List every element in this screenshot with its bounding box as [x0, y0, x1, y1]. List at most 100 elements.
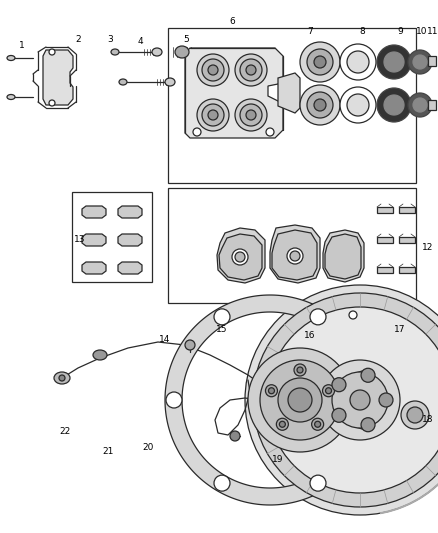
Text: 2: 2 — [75, 36, 81, 44]
Ellipse shape — [119, 79, 127, 85]
Circle shape — [279, 421, 286, 427]
Polygon shape — [217, 228, 265, 283]
Circle shape — [413, 55, 427, 69]
Circle shape — [49, 49, 55, 55]
Circle shape — [350, 390, 370, 410]
Circle shape — [384, 95, 404, 115]
Circle shape — [287, 248, 303, 264]
Circle shape — [332, 408, 346, 422]
Circle shape — [288, 388, 312, 412]
Circle shape — [300, 85, 340, 125]
Bar — [399, 267, 415, 273]
Text: 13: 13 — [74, 236, 86, 245]
Polygon shape — [219, 234, 262, 280]
Circle shape — [214, 475, 230, 491]
Circle shape — [314, 56, 326, 68]
Circle shape — [245, 285, 438, 515]
Polygon shape — [118, 234, 142, 246]
Circle shape — [235, 99, 267, 131]
Circle shape — [332, 372, 388, 428]
Circle shape — [325, 387, 332, 394]
Polygon shape — [82, 206, 106, 218]
Circle shape — [202, 104, 224, 126]
Circle shape — [232, 249, 248, 265]
Circle shape — [208, 110, 218, 120]
Circle shape — [166, 392, 182, 408]
Text: 5: 5 — [183, 36, 189, 44]
Circle shape — [297, 367, 303, 373]
Circle shape — [314, 421, 321, 427]
Bar — [377, 237, 393, 243]
Text: 16: 16 — [304, 330, 316, 340]
Circle shape — [214, 309, 230, 325]
Circle shape — [401, 401, 429, 429]
Text: 22: 22 — [60, 427, 71, 437]
Bar — [377, 207, 393, 213]
Text: 18: 18 — [422, 416, 434, 424]
Ellipse shape — [54, 372, 70, 384]
Circle shape — [266, 128, 274, 136]
Circle shape — [185, 340, 195, 350]
Circle shape — [347, 94, 369, 116]
Text: 11: 11 — [427, 28, 438, 36]
Circle shape — [197, 99, 229, 131]
Circle shape — [208, 65, 218, 75]
Bar — [428, 100, 436, 110]
Text: 14: 14 — [159, 335, 171, 344]
Circle shape — [340, 87, 376, 123]
Circle shape — [240, 59, 262, 81]
Circle shape — [322, 385, 335, 397]
Polygon shape — [345, 370, 372, 430]
Text: 7: 7 — [307, 28, 313, 36]
Circle shape — [246, 110, 256, 120]
Circle shape — [320, 360, 400, 440]
Circle shape — [310, 309, 326, 325]
Circle shape — [294, 364, 306, 376]
Circle shape — [290, 251, 300, 261]
Polygon shape — [272, 230, 317, 280]
Circle shape — [276, 418, 288, 430]
Text: 19: 19 — [272, 456, 284, 464]
Text: 8: 8 — [359, 28, 365, 36]
Text: 6: 6 — [229, 18, 235, 27]
Bar — [428, 56, 436, 66]
Circle shape — [265, 385, 277, 397]
Bar — [168, 188, 416, 303]
Circle shape — [407, 407, 423, 423]
Text: 21: 21 — [102, 448, 114, 456]
Polygon shape — [185, 48, 283, 138]
Polygon shape — [118, 262, 142, 274]
Circle shape — [230, 431, 240, 441]
Circle shape — [408, 93, 432, 117]
Circle shape — [408, 50, 432, 74]
Text: 1: 1 — [19, 41, 25, 50]
Circle shape — [49, 100, 55, 106]
Circle shape — [267, 307, 438, 493]
Bar — [377, 267, 393, 273]
Circle shape — [310, 475, 326, 491]
Circle shape — [379, 393, 393, 407]
Ellipse shape — [111, 49, 119, 55]
Circle shape — [340, 44, 376, 80]
Circle shape — [248, 348, 352, 452]
Circle shape — [349, 311, 357, 319]
Bar — [72, 192, 152, 282]
Circle shape — [253, 293, 438, 507]
Circle shape — [311, 418, 324, 430]
Polygon shape — [278, 73, 300, 113]
Circle shape — [246, 65, 256, 75]
Ellipse shape — [152, 48, 162, 56]
Text: 10: 10 — [416, 28, 428, 36]
Text: 4: 4 — [137, 37, 143, 46]
Circle shape — [377, 45, 411, 79]
Text: 17: 17 — [394, 326, 406, 335]
Circle shape — [278, 378, 322, 422]
Circle shape — [314, 99, 326, 111]
Text: 20: 20 — [142, 443, 154, 453]
Circle shape — [361, 368, 375, 382]
Polygon shape — [118, 206, 142, 218]
Circle shape — [193, 128, 201, 136]
Circle shape — [377, 88, 411, 122]
Polygon shape — [165, 295, 365, 505]
Circle shape — [202, 59, 224, 81]
